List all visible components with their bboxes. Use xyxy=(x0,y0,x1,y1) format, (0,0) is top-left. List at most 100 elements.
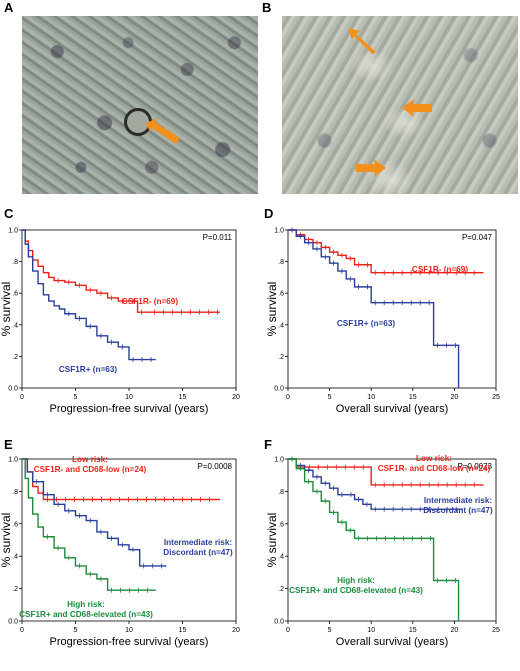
x-tick-label: 15 xyxy=(409,627,417,634)
x-tick-label: 0 xyxy=(20,394,24,401)
y-tick-label: .2 xyxy=(12,586,18,593)
panel-letter: E xyxy=(4,437,13,452)
p-value: P=0.011 xyxy=(203,233,233,242)
x-tick-label: 10 xyxy=(125,394,133,401)
y-tick-label: .6 xyxy=(278,521,284,528)
y-tick-label: .4 xyxy=(278,322,284,329)
y-tick-label: .2 xyxy=(12,354,18,361)
y-axis-label: % survival xyxy=(265,282,279,337)
plot-frame xyxy=(287,229,497,389)
km-chart-c: C 0.0 .2 .4 .6 .8 1.0 0 5 10 15 20 Progression-free … xyxy=(0,206,240,415)
y-tick-label: 1.0 xyxy=(8,457,18,464)
y-tick-label: 0.0 xyxy=(274,386,284,393)
x-tick-label: 25 xyxy=(492,627,500,634)
x-tick-label: 15 xyxy=(179,394,187,401)
series-label: Intermediate risk: xyxy=(424,496,492,505)
x-tick-label: 20 xyxy=(232,394,240,401)
x-tick-label: 20 xyxy=(451,394,459,401)
x-tick-label: 5 xyxy=(74,627,78,634)
y-tick-label: 1.0 xyxy=(8,228,18,235)
x-axis-label: Overall survival (years) xyxy=(336,403,448,415)
series-label: CSF1R+ and CD68-elevated (n=43) xyxy=(19,610,153,619)
survival-curve xyxy=(288,458,460,621)
series-label: High risk: xyxy=(67,600,105,609)
x-tick-label: 0 xyxy=(286,394,290,401)
x-tick-label: 5 xyxy=(328,627,332,634)
y-tick-label: 1.0 xyxy=(274,457,284,464)
p-value: P=0.0008 xyxy=(198,462,233,471)
y-tick-label: .8 xyxy=(278,259,284,266)
series-label: Low risk: xyxy=(416,454,452,463)
y-tick-label: 0.0 xyxy=(8,619,18,626)
p-value: P=0.047 xyxy=(462,233,493,242)
x-tick-label: 10 xyxy=(125,627,133,634)
ringed-cell xyxy=(124,108,152,136)
x-axis-label: Progression-free survival (years) xyxy=(50,403,209,415)
series-label: Discordant (n=47) xyxy=(163,548,233,557)
y-tick-label: .2 xyxy=(278,586,284,593)
y-tick-label: .6 xyxy=(12,291,18,298)
survival-curve xyxy=(288,229,484,274)
survival-curve xyxy=(22,458,167,567)
series-label: Discordant (n=47) xyxy=(423,506,493,515)
y-axis-label: % survival xyxy=(0,513,13,568)
series-label: High risk: xyxy=(337,576,375,585)
panel-letter: C xyxy=(4,206,14,221)
y-tick-label: 0.0 xyxy=(8,386,18,393)
y-tick-label: 0.0 xyxy=(274,619,284,626)
arrow-icon xyxy=(348,28,376,54)
panel-letter-a: A xyxy=(4,0,14,15)
micrograph-b xyxy=(282,16,518,194)
x-tick-label: 0 xyxy=(20,627,24,634)
micrograph-a xyxy=(22,16,258,194)
y-tick-label: .4 xyxy=(12,322,18,329)
x-tick-label: 15 xyxy=(409,394,417,401)
y-tick-label: 1.0 xyxy=(274,228,284,235)
y-tick-label: .2 xyxy=(278,354,284,361)
series-label: CSF1R- and CD68-low (n=24) xyxy=(378,464,491,473)
x-tick-label: 15 xyxy=(179,627,187,634)
x-tick-label: 5 xyxy=(74,394,78,401)
x-tick-label: 10 xyxy=(367,394,375,401)
y-tick-label: .8 xyxy=(12,259,18,266)
km-chart-e: E 0.0 .2 .4 .6 .8 1.0 0 5 10 15 20 Progression-free … xyxy=(0,437,240,648)
survival-curve xyxy=(288,458,463,510)
arrow-icon xyxy=(146,118,180,144)
x-tick-label: 20 xyxy=(451,627,459,634)
y-tick-label: .4 xyxy=(12,554,18,561)
x-axis-label: Progression-free survival (years) xyxy=(50,636,209,648)
survival-curve xyxy=(22,458,156,591)
y-tick-label: .8 xyxy=(278,489,284,496)
y-tick-label: .6 xyxy=(12,521,18,528)
x-tick-label: 0 xyxy=(286,627,290,634)
x-tick-label: 20 xyxy=(232,627,240,634)
x-tick-label: 5 xyxy=(328,394,332,401)
km-chart-d: D 0.0 .2 .4 .6 .8 1.0 0 5 10 15 20 25 Overall surviva… xyxy=(264,206,500,415)
series-label: CSF1R- (n=69) xyxy=(122,297,178,306)
series-label: Low risk: xyxy=(72,455,108,464)
y-axis-label: % survival xyxy=(265,513,279,568)
survival-curve xyxy=(22,229,156,361)
y-axis-label: % survival xyxy=(0,282,13,337)
series-label: CSF1R+ and CD68-elevated (n=43) xyxy=(289,586,423,595)
series-label: CSF1R- (n=69) xyxy=(412,265,468,274)
p-value: P=0.0073 xyxy=(458,462,493,471)
arrow-icon xyxy=(356,159,386,177)
series-label: CSF1R+ (n=63) xyxy=(59,365,118,374)
series-label: CSF1R- and CD68-low (n=24) xyxy=(34,465,147,474)
survival-curve xyxy=(288,229,460,388)
x-tick-label: 25 xyxy=(492,394,500,401)
series-label: CSF1R+ (n=63) xyxy=(337,319,396,328)
panel-letter: F xyxy=(264,437,272,452)
survival-curve xyxy=(22,229,220,313)
series-label: Intermediate risk: xyxy=(164,538,232,547)
x-axis-label: Overall survival (years) xyxy=(336,636,448,648)
panel-letter: D xyxy=(264,206,273,221)
y-tick-label: .8 xyxy=(12,489,18,496)
plot-frame xyxy=(21,229,237,389)
y-tick-label: .4 xyxy=(278,554,284,561)
km-chart-f: F 0.0 .2 .4 .6 .8 1.0 0 5 10 15 20 25 Overall surviva… xyxy=(264,437,500,648)
x-tick-label: 10 xyxy=(367,627,375,634)
panel-letter-b: B xyxy=(262,0,272,15)
y-tick-label: .6 xyxy=(278,291,284,298)
